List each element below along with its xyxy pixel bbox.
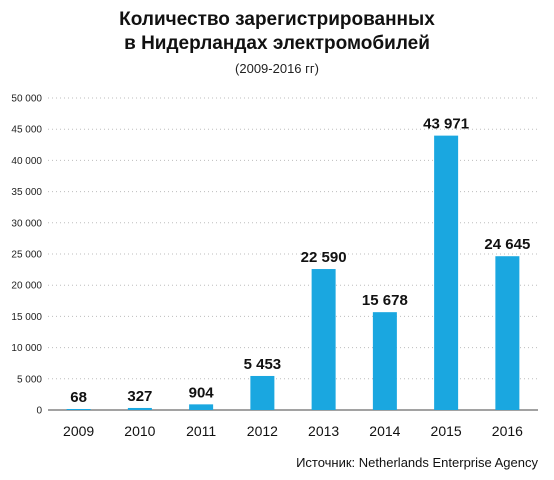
x-axis-ticks: 2009 2010 2011 2012 2013 2014 2015 2016	[63, 423, 523, 439]
y-axis-ticks: 0 5 000 10 000 15 000 20 000 25 000 30 000 35 0…	[11, 94, 42, 417]
y-tick-label: 0	[36, 406, 42, 417]
source-note: Источник: Netherlands Enterprise Agency	[296, 455, 538, 470]
bar-2011	[189, 404, 214, 410]
grid-lines	[48, 97, 538, 411]
bar-2010	[127, 407, 152, 410]
bar-2013	[311, 269, 336, 410]
x-tick-label-2016: 2016	[492, 423, 523, 439]
x-tick-label-2009: 2009	[63, 423, 94, 439]
y-tick-label: 15 000	[11, 312, 42, 323]
y-tick-label: 50 000	[11, 94, 42, 105]
y-tick-label: 5 000	[17, 374, 42, 385]
x-tick-label-2012: 2012	[247, 423, 278, 439]
data-label-2014: 15 678	[362, 292, 408, 309]
bar-2015	[434, 135, 459, 410]
chart-title-line-1: Количество зарегистрированных	[119, 9, 435, 30]
y-tick-label: 40 000	[11, 156, 42, 167]
data-label-2011: 904	[189, 384, 215, 401]
data-label-2012: 5 453	[244, 356, 282, 373]
y-tick-label: 10 000	[11, 343, 42, 354]
bar-2014	[372, 312, 397, 410]
x-tick-label-2013: 2013	[308, 423, 339, 439]
data-label-2013: 22 590	[301, 249, 347, 266]
x-tick-label-2011: 2011	[186, 423, 216, 439]
bars	[66, 135, 520, 410]
y-tick-label: 35 000	[11, 187, 42, 198]
x-tick-label-2010: 2010	[124, 423, 155, 439]
data-label-2010: 327	[127, 388, 152, 405]
bar-2016	[495, 256, 520, 410]
data-label-2009: 68	[70, 389, 87, 406]
bar-2012	[250, 375, 275, 410]
chart-subtitle: (2009-2016 гг)	[235, 61, 319, 76]
chart-title-line-2: в Нидерландах электромобилей	[124, 33, 430, 54]
y-tick-label: 30 000	[11, 218, 42, 229]
x-tick-label-2015: 2015	[431, 423, 462, 439]
x-tick-label-2014: 2014	[369, 423, 400, 439]
y-tick-label: 45 000	[11, 125, 42, 136]
data-label-2015: 43 971	[423, 116, 469, 133]
y-tick-label: 20 000	[11, 281, 42, 292]
data-labels: 68 327 904 5 453 22 590 15 678 43 971 24 645	[70, 116, 530, 406]
data-label-2016: 24 645	[484, 236, 530, 253]
y-tick-label: 25 000	[11, 250, 42, 261]
bar-2009	[66, 409, 91, 410]
